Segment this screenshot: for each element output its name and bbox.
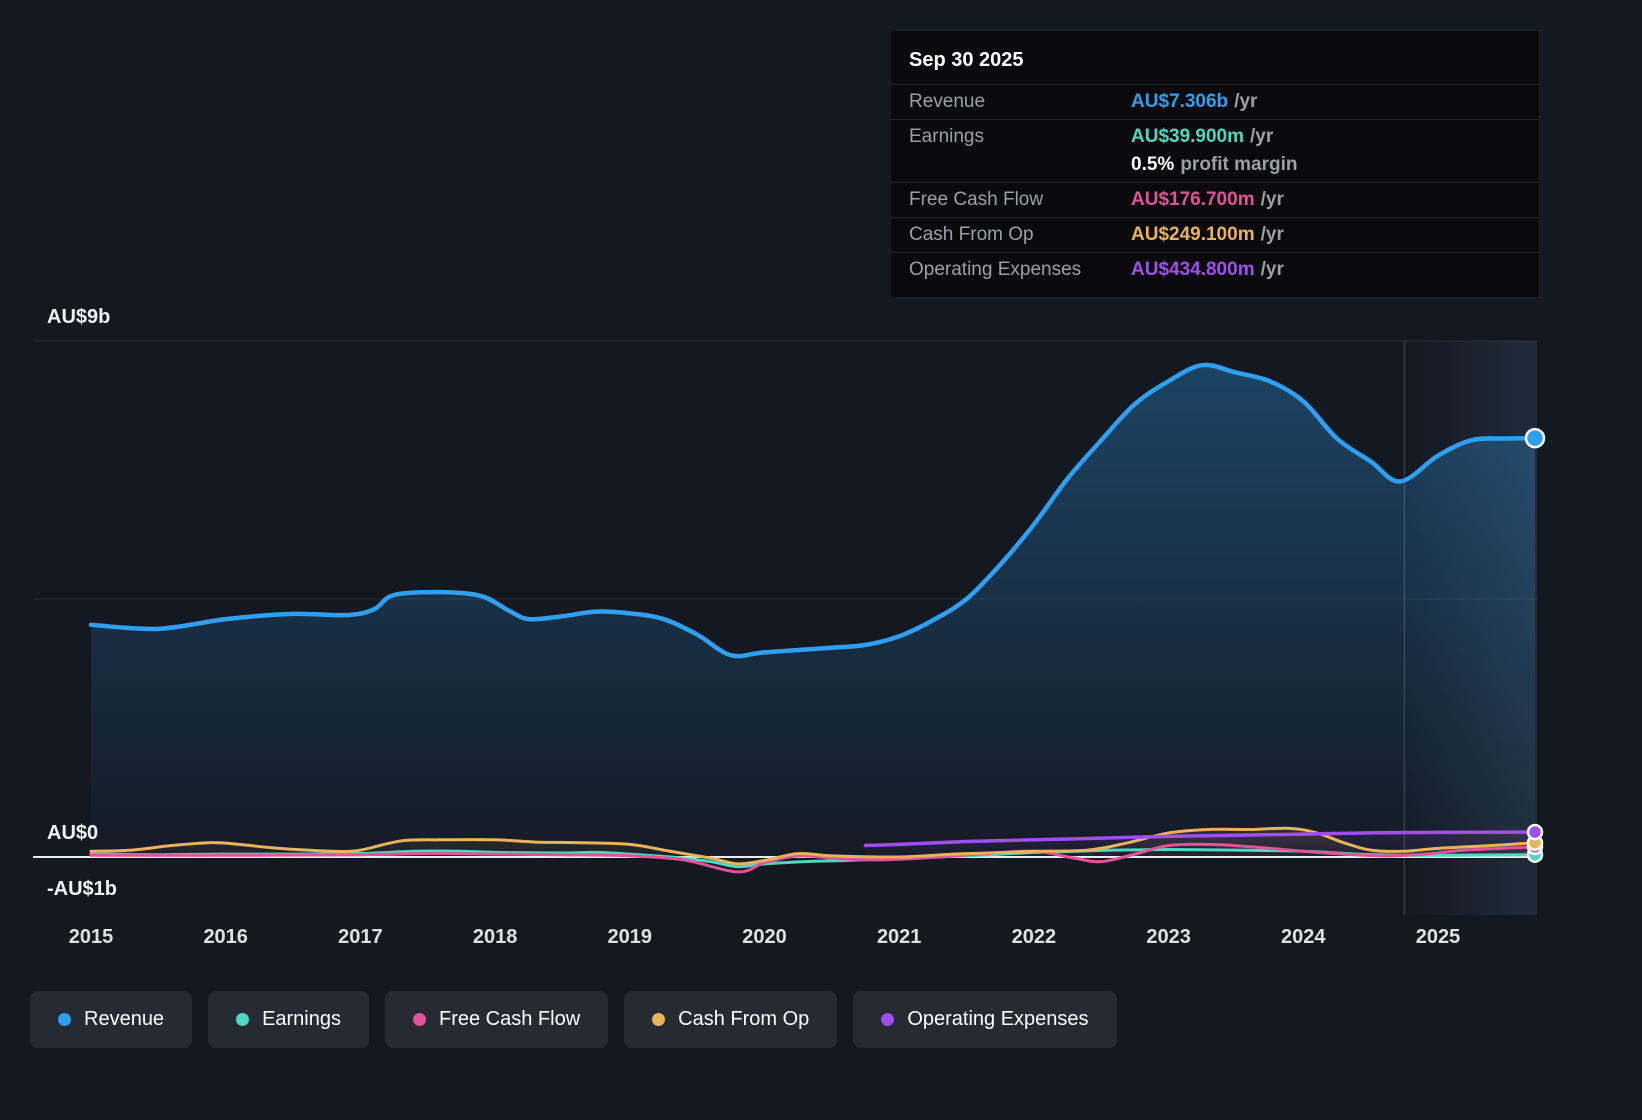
tooltip-label: Earnings [909,126,984,147]
free-cash-flow-line [89,842,1537,874]
legend-item-operating-expenses[interactable]: Operating Expenses [853,991,1117,1048]
x-axis-label-2022: 2022 [1011,926,1057,948]
tooltip-label: Revenue [909,91,986,112]
free-cash-flow-dot-icon [413,1013,426,1026]
x-axis-label-2020: 2020 [742,926,787,948]
profit-margin-label: profit margin [1180,154,1298,175]
tooltip-suffix: /yr [1234,91,1258,112]
highlight-band [1404,341,1537,915]
legend-label: Operating Expenses [907,1008,1089,1030]
revenue-area [91,364,1535,857]
x-axis-label-2018: 2018 [472,926,518,948]
y-axis-label-zero: AU$0 [47,822,99,844]
legend-label: Free Cash Flow [439,1008,581,1030]
x-axis-label-2019: 2019 [607,926,653,948]
chart-legend: Revenue Earnings Free Cash Flow Cash Fro… [30,991,1117,1048]
legend-item-earnings[interactable]: Earnings [208,991,369,1048]
tooltip-date: Sep 30 2025 [909,49,1024,71]
cash-from-op-dot-icon [652,1013,666,1026]
x-axis-label-2025: 2025 [1415,926,1461,948]
x-axis-label-2016: 2016 [203,926,248,948]
tooltip-suffix: /yr [1260,224,1284,245]
tooltip-row-free-cash-flow: Free Cash Flow AU$176.700m /yr [891,182,1539,217]
tooltip-value: AU$176.700m [1131,189,1255,210]
legend-item-revenue[interactable]: Revenue [30,991,193,1048]
tooltip-label: Operating Expenses [909,259,1082,280]
x-axis-label-2023: 2023 [1146,926,1191,948]
operating-expenses-dot-icon [881,1013,895,1026]
x-axis-label-2015: 2015 [68,926,114,948]
tooltip-row-profit-margin: 0.5% profit margin [891,154,1539,182]
chart-tooltip: Sep 30 2025 Revenue AU$7.306b /yr Earnin… [890,30,1540,298]
legend-item-free-cash-flow[interactable]: Free Cash Flow [385,991,609,1048]
tooltip-value: AU$39.900m [1131,126,1245,147]
x-axis-label-2021: 2021 [876,926,922,948]
tooltip-label: Cash From Op [909,224,1034,245]
tooltip-value: AU$7.306b [1131,91,1229,112]
legend-item-cash-from-op[interactable]: Cash From Op [624,991,838,1048]
y-axis-label-neg1b: -AU$1b [47,878,118,900]
tooltip-suffix: /yr [1260,189,1284,210]
revenue-dot-icon [58,1013,71,1026]
tooltip-suffix: /yr [1260,259,1284,280]
operating-expenses-end-marker [1526,823,1544,841]
tooltip-row-earnings: Earnings AU$39.900m /yr [891,119,1539,154]
tooltip-row-cash-from-op: Cash From Op AU$249.100m /yr [891,217,1539,252]
revenue-end-marker [1524,427,1546,449]
tooltip-value: AU$249.100m [1131,224,1255,245]
earnings-dot-icon [236,1013,250,1026]
legend-label: Earnings [262,1008,341,1030]
x-axis: 2015 2016 2017 2018 2019 2020 2021 2022 2023 2024… [0,926,1642,956]
profit-margin-value: 0.5% [1131,154,1175,175]
tooltip-label: Free Cash Flow [909,189,1044,210]
x-axis-label-2024: 2024 [1281,926,1326,948]
tooltip-row-operating-expenses: Operating Expenses AU$434.800m /yr [891,252,1539,287]
legend-label: Cash From Op [678,1008,810,1030]
operating-expenses-line [863,830,1537,848]
tooltip-row-revenue: Revenue AU$7.306b /yr [891,84,1539,119]
tooltip-value: AU$434.800m [1131,259,1255,280]
revenue-line [88,362,1538,659]
y-axis-label-9b: AU$9b [47,306,111,328]
x-axis-label-2017: 2017 [338,926,383,948]
tooltip-suffix: /yr [1250,126,1274,147]
legend-label: Revenue [84,1008,165,1030]
